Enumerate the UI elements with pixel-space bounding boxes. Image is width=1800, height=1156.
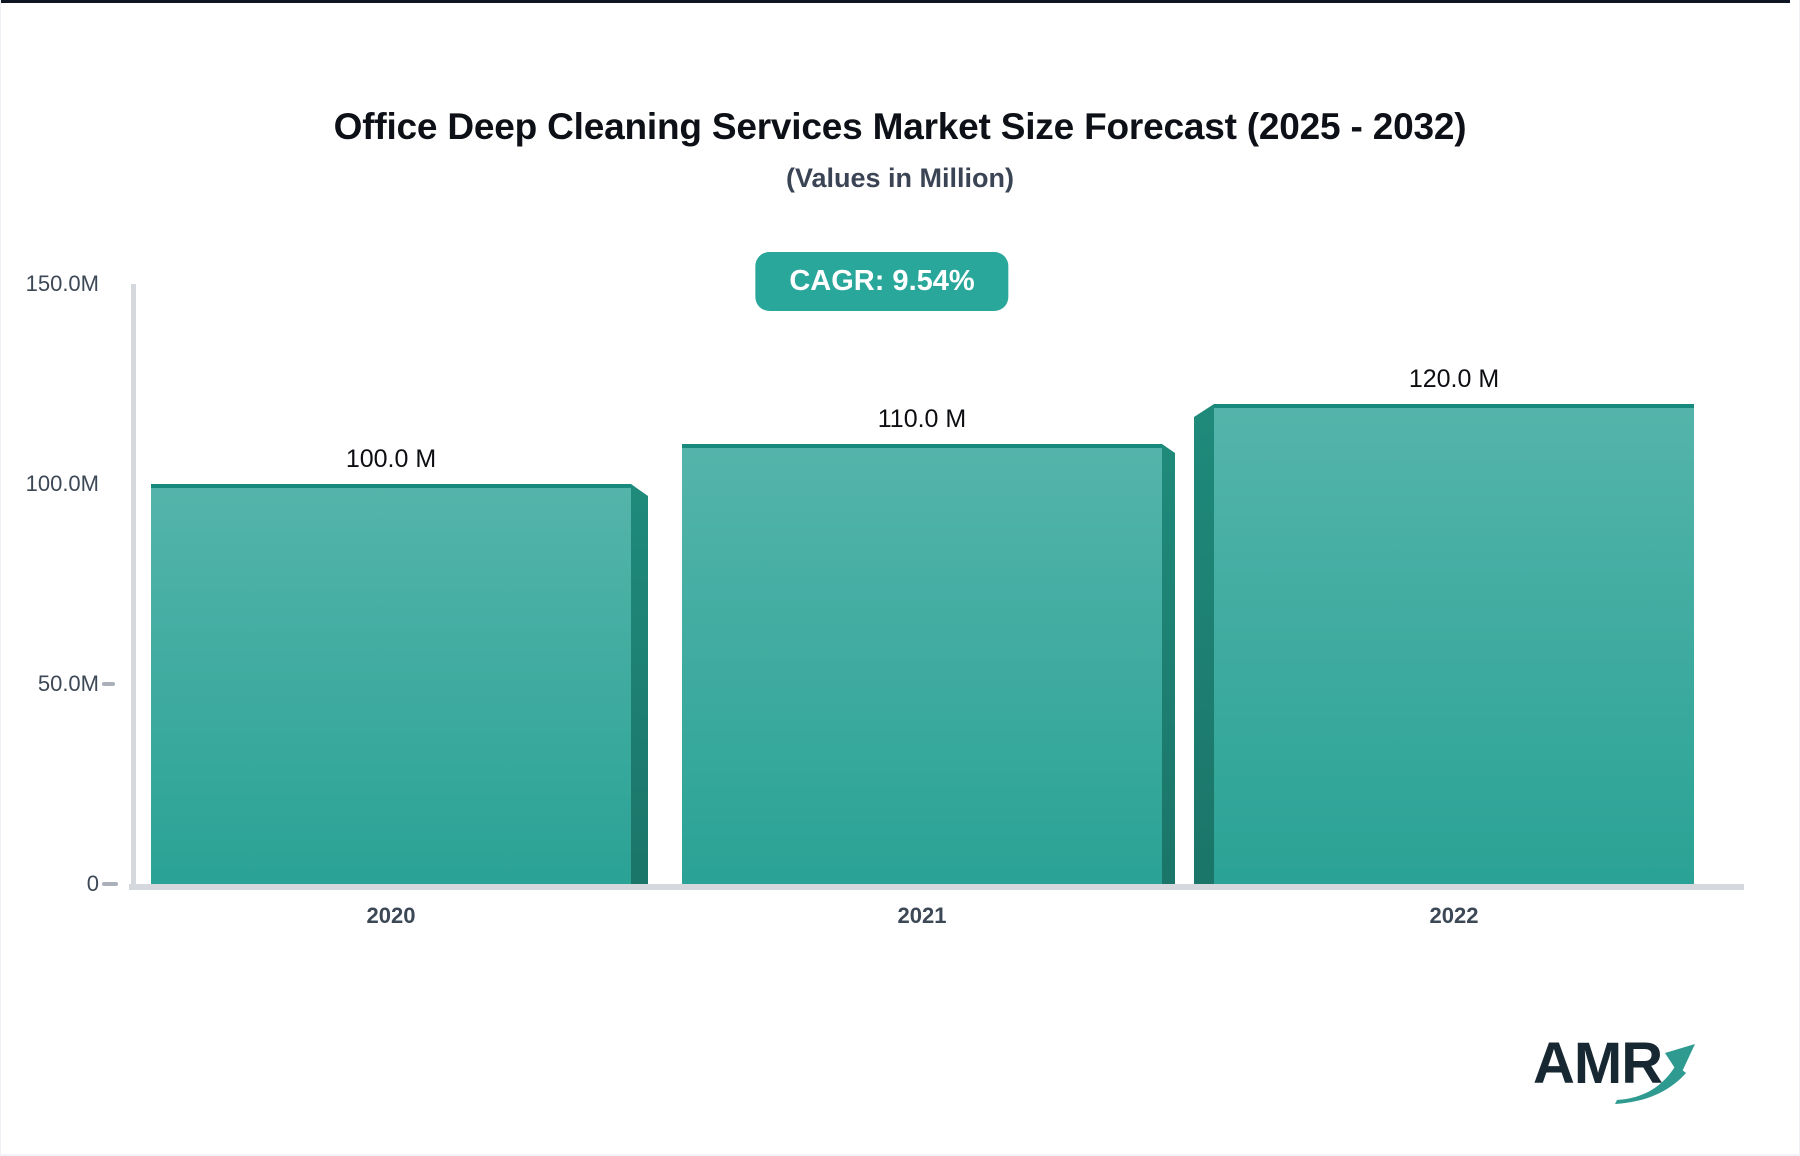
chart-header: Office Deep Cleaning Services Market Siz… — [1, 106, 1799, 194]
x-axis-tick-label: 2020 — [366, 903, 416, 928]
cagr-badge-label: CAGR: 9.54% — [789, 265, 975, 297]
bar-3d-side — [1194, 404, 1214, 884]
y-axis-tick-label: 0 — [86, 871, 99, 896]
cagr-badge: CAGR: 9.54% — [755, 252, 1009, 311]
bar-2020 — [151, 484, 631, 884]
chart-title: Office Deep Cleaning Services Market Siz… — [333, 106, 1467, 147]
bar-value-label: 100.0 M — [345, 445, 437, 473]
bar-3d-side — [631, 484, 648, 884]
bar-value-label: 110.0 M — [877, 405, 967, 433]
bar-2022 — [1214, 404, 1694, 884]
y-axis-tick-label: 100.0M — [25, 471, 99, 496]
y-axis-tick-mark — [102, 682, 115, 686]
top-border-line — [1, 0, 1790, 3]
chart-subtitle: (Values in Million) — [785, 163, 1015, 193]
bar-value-label: 120.0 M — [1408, 365, 1500, 393]
bar-3d-side — [1162, 444, 1175, 884]
y-axis-tick-label: 150.0M — [25, 271, 99, 296]
y-axis-tick-label: 50.0M — [37, 671, 99, 696]
amr-logo-text: AMR — [1533, 1031, 1663, 1096]
amr-logo: AMR — [1527, 1028, 1717, 1124]
bar-2021 — [682, 444, 1162, 884]
growth-arrow-icon — [1615, 1044, 1695, 1104]
y-axis-line — [131, 284, 136, 890]
y-axis-tick-mark — [102, 882, 118, 886]
x-axis-tick-label: 2021 — [897, 903, 947, 928]
x-axis-line — [129, 884, 1744, 890]
x-axis-tick-label: 2022 — [1429, 903, 1479, 928]
